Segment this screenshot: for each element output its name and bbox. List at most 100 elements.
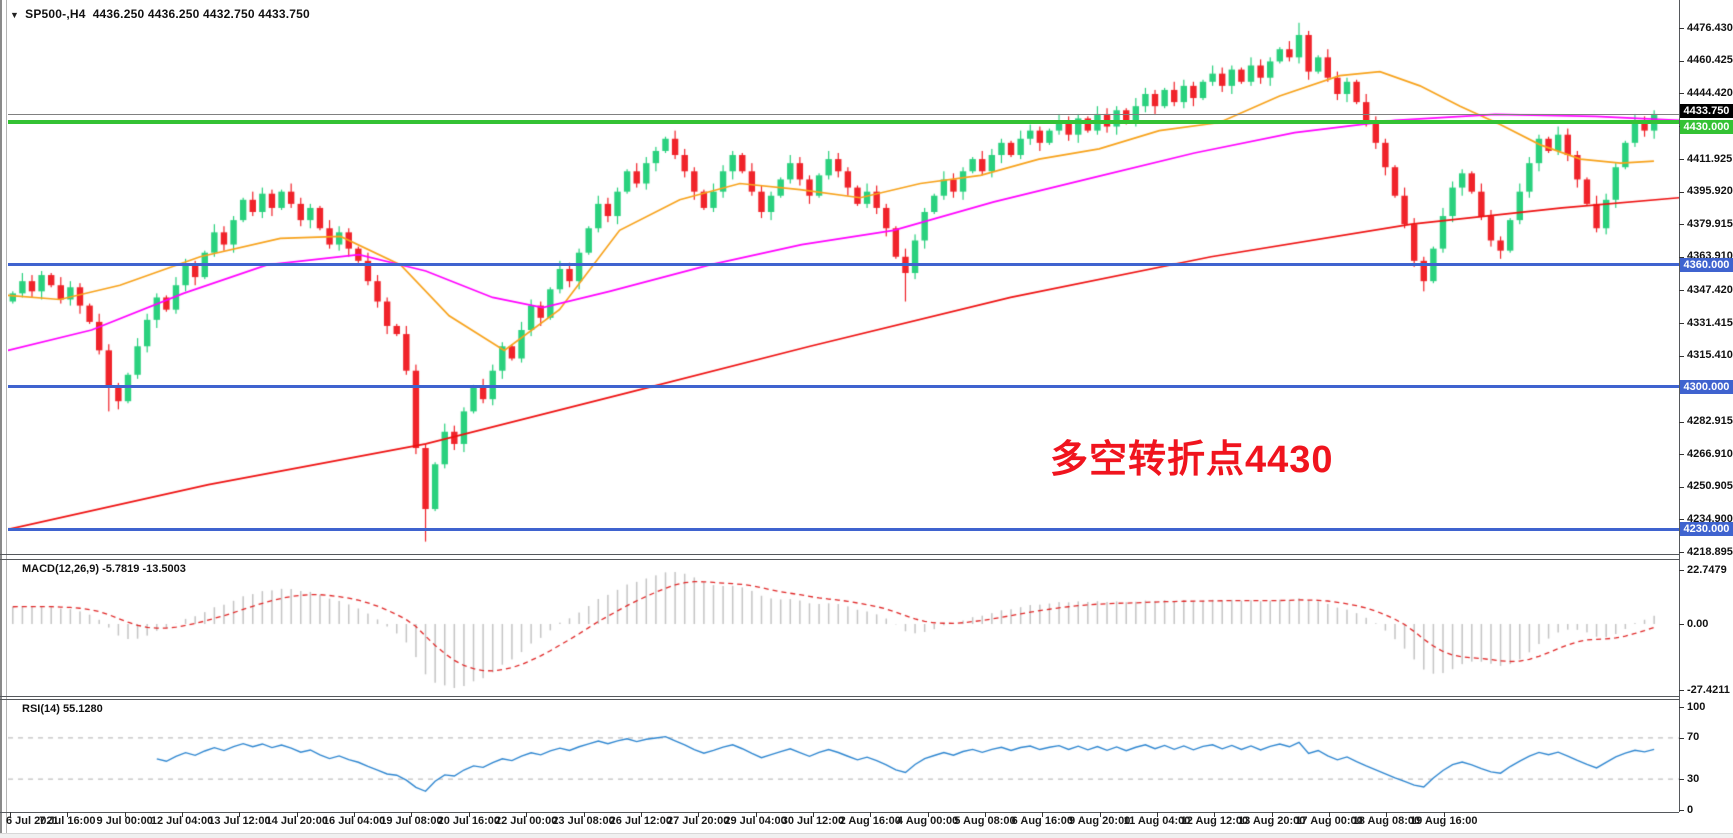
main-price-chart[interactable] bbox=[8, 0, 1679, 554]
price-tick-label: 4395.920 bbox=[1687, 185, 1733, 198]
date-label: 22 Jul 00:00 bbox=[494, 815, 558, 827]
annotation-text: 多空转折点4430 bbox=[1050, 439, 1334, 481]
level-line-pivot-green[interactable] bbox=[8, 120, 1679, 125]
macd-label: MACD(12,26,9) -5.7819 -13.5003 bbox=[22, 563, 186, 575]
rsi-scale-label: 70 bbox=[1687, 731, 1700, 744]
level-line-support-4360[interactable] bbox=[8, 263, 1679, 267]
date-label: 4 Aug 00:00 bbox=[896, 815, 959, 827]
date-label: 6 Jul 2021 bbox=[6, 815, 59, 827]
date-tick-mark bbox=[1271, 812, 1273, 817]
level-price-badge: 4430.000 bbox=[1680, 120, 1733, 135]
rsi-scale-tick bbox=[1679, 707, 1684, 708]
price-tick-label: 4444.420 bbox=[1687, 86, 1733, 99]
rsi-label: RSI(14) 55.1280 bbox=[22, 703, 103, 715]
date-tick-mark bbox=[354, 812, 356, 817]
date-tick-mark bbox=[1157, 812, 1158, 817]
date-tick-mark bbox=[640, 812, 642, 817]
macd-scale-label: -27.4211 bbox=[1687, 683, 1730, 696]
date-label: 12 Jul 04:00 bbox=[150, 815, 214, 827]
macd-scale-tick bbox=[1679, 624, 1684, 625]
date-tick-mark bbox=[182, 812, 184, 817]
date-tick-mark bbox=[812, 812, 814, 817]
rsi-scale-tick bbox=[1679, 737, 1684, 739]
level-line-support-4300[interactable] bbox=[8, 385, 1679, 389]
price-tick-mark bbox=[1679, 224, 1684, 226]
current-price-badge: 4433.750 bbox=[1680, 103, 1733, 118]
panel-separator bbox=[0, 559, 1679, 560]
price-tick-label: 4234.900 bbox=[1687, 512, 1733, 525]
price-tick-mark bbox=[1679, 421, 1684, 423]
price-axis-border bbox=[1679, 0, 1680, 812]
level-line-current-price-gray[interactable] bbox=[8, 114, 1679, 116]
panel-separator bbox=[0, 699, 1679, 700]
date-label: 2 Aug 16:00 bbox=[839, 815, 901, 827]
price-tick-label: 4315.410 bbox=[1687, 349, 1733, 362]
symbol-dropdown-icon[interactable]: ▼ bbox=[10, 10, 20, 20]
price-tick-label: 4218.895 bbox=[1687, 545, 1733, 558]
date-tick-mark bbox=[10, 812, 11, 817]
price-tick-label: 4476.430 bbox=[1687, 21, 1733, 34]
date-label: 19 Aug 16:00 bbox=[1410, 815, 1478, 827]
macd-scale-label: 22.7479 bbox=[1687, 563, 1727, 576]
rsi-scale-label: 0 bbox=[1687, 803, 1694, 816]
date-label: 18 Aug 08:00 bbox=[1352, 815, 1421, 827]
rsi-scale-label: 30 bbox=[1687, 772, 1700, 785]
symbol-timeframe-label: SP500-,H4 bbox=[25, 7, 86, 21]
chart-title: ▼ SP500-,H4 4436.250 4436.250 4432.750 44… bbox=[10, 7, 310, 21]
date-label: 27 Jul 20:00 bbox=[667, 815, 730, 827]
date-label: 9 Aug 20:00 bbox=[1068, 815, 1131, 827]
macd-indicator-chart[interactable] bbox=[8, 560, 1679, 696]
price-tick-mark bbox=[1679, 355, 1684, 357]
price-tick-mark bbox=[1679, 323, 1684, 325]
price-tick-mark bbox=[1679, 519, 1684, 521]
price-tick-mark bbox=[1679, 159, 1684, 161]
date-label: 29 Jul 04:00 bbox=[724, 815, 787, 827]
panel-separator bbox=[0, 696, 1679, 697]
date-label: 14 Jul 20:00 bbox=[265, 815, 328, 827]
date-tick-mark bbox=[755, 812, 757, 817]
price-tick-mark bbox=[1679, 93, 1684, 95]
date-tick-mark bbox=[526, 812, 528, 817]
date-label: 12 Aug 12:00 bbox=[1180, 815, 1249, 827]
level-price-badge: 4300.000 bbox=[1680, 379, 1733, 394]
date-tick-mark bbox=[1329, 812, 1331, 817]
date-label: 5 Aug 08:00 bbox=[954, 815, 1016, 827]
date-tick-mark bbox=[1214, 812, 1216, 817]
price-tick-label: 4460.425 bbox=[1687, 54, 1733, 67]
date-label: 20 Jul 16:00 bbox=[437, 815, 500, 827]
panel-separator bbox=[0, 554, 1679, 555]
level-line-support-4230[interactable] bbox=[8, 527, 1679, 531]
date-tick-mark bbox=[124, 812, 126, 817]
price-tick-mark bbox=[1679, 290, 1684, 292]
rsi-scale-tick bbox=[1679, 810, 1684, 811]
date-tick-mark bbox=[698, 812, 700, 817]
date-tick-mark bbox=[583, 812, 585, 817]
date-label: 7 Jul 16:00 bbox=[39, 815, 96, 827]
rsi-scale-label: 100 bbox=[1687, 700, 1706, 713]
date-label: 16 Jul 04:00 bbox=[322, 815, 386, 827]
price-tick-mark bbox=[1679, 191, 1684, 193]
price-tick-mark bbox=[1679, 28, 1684, 29]
window-border-left bbox=[0, 0, 2, 838]
price-tick-mark bbox=[1679, 486, 1684, 488]
date-label: 6 Aug 16:00 bbox=[1011, 815, 1073, 827]
date-label: 17 Aug 00:00 bbox=[1295, 815, 1363, 827]
date-label: 30 Jul 12:00 bbox=[781, 815, 845, 827]
date-label: 13 Aug 20:00 bbox=[1237, 815, 1306, 827]
date-tick-mark bbox=[984, 812, 986, 817]
date-tick-mark bbox=[1386, 812, 1388, 817]
level-price-badge: 4230.000 bbox=[1680, 522, 1733, 537]
macd-scale-label: 0.00 bbox=[1687, 617, 1709, 630]
date-label: 13 Jul 12:00 bbox=[208, 815, 271, 827]
date-tick-mark bbox=[1099, 812, 1101, 817]
macd-scale-tick bbox=[1679, 570, 1684, 571]
window-bottom-strip bbox=[0, 833, 1733, 838]
price-tick-label: 4282.915 bbox=[1687, 415, 1733, 428]
price-tick-label: 4331.415 bbox=[1687, 316, 1733, 329]
date-label: 9 Jul 00:00 bbox=[96, 815, 153, 827]
price-tick-label: 4347.420 bbox=[1687, 283, 1733, 296]
rsi-indicator-chart[interactable] bbox=[8, 700, 1679, 812]
date-tick-mark bbox=[468, 812, 470, 817]
date-tick-mark bbox=[927, 812, 929, 817]
